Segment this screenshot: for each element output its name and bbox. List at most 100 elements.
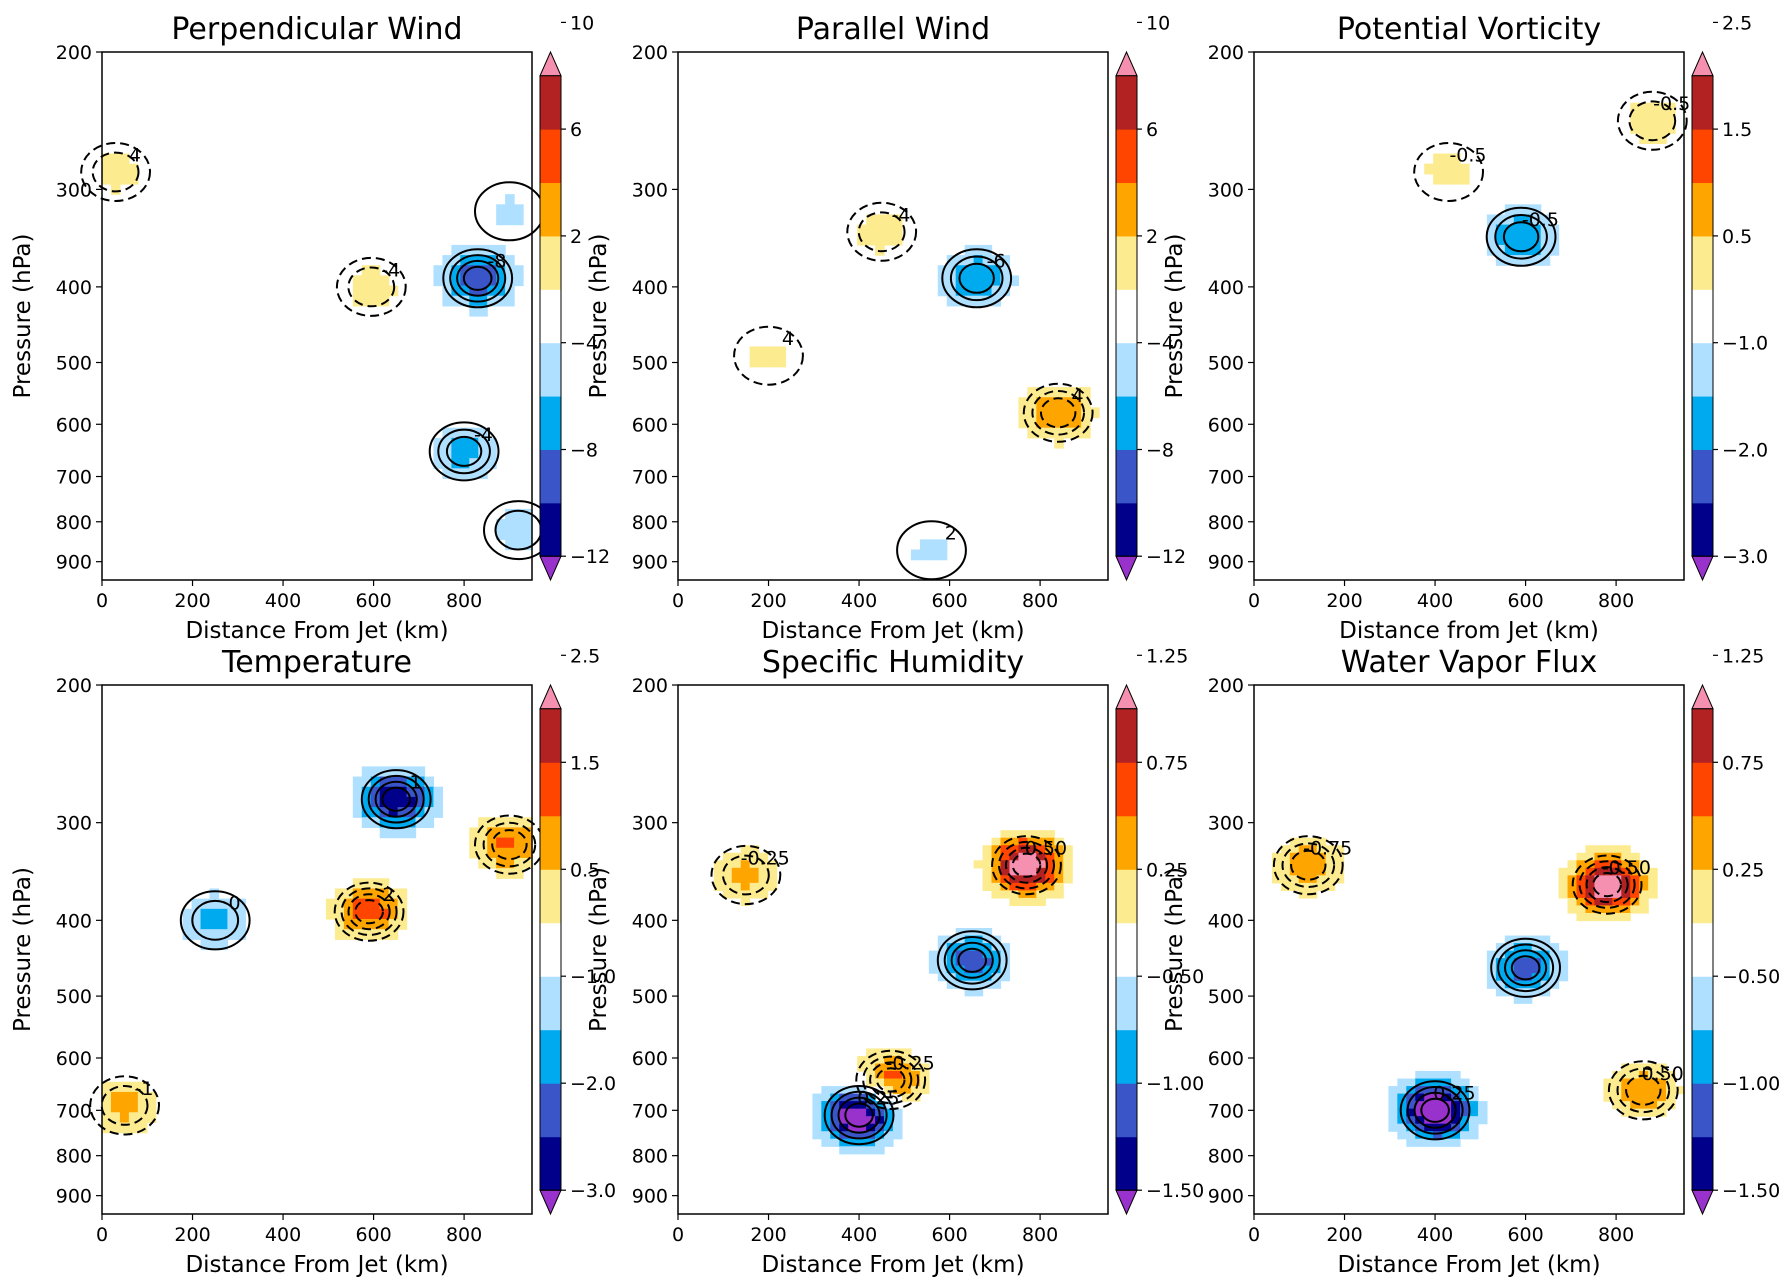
field-cell xyxy=(1612,897,1622,907)
field-cell xyxy=(1648,123,1658,134)
colorbar-segment xyxy=(1692,182,1713,237)
field-cell xyxy=(1289,845,1300,854)
colorbar-segment xyxy=(1692,1029,1713,1084)
field-cell xyxy=(1469,1108,1479,1117)
field-cell xyxy=(1621,912,1631,922)
field-cell xyxy=(1316,860,1327,869)
field-cell xyxy=(1549,943,1560,952)
field-cell xyxy=(236,908,246,920)
field-cell xyxy=(1406,1078,1416,1087)
field-cell xyxy=(523,817,533,829)
field-cell xyxy=(379,898,390,910)
field-cell xyxy=(1639,123,1649,134)
colorbar-segment xyxy=(1692,235,1713,290)
field-cell xyxy=(1045,860,1055,869)
contour-label: -0.25 xyxy=(741,847,790,869)
y-tick-label: 500 xyxy=(632,352,668,374)
field-cell xyxy=(982,285,993,297)
x-axis-label: Distance From Jet (km) xyxy=(185,1252,448,1278)
contour-lines: -0.5 -0.5 -0.5 xyxy=(1413,90,1690,267)
field-cell xyxy=(505,508,515,520)
field-cell xyxy=(1307,837,1318,846)
field-cell xyxy=(910,1063,921,1072)
contour-label: 4 xyxy=(129,145,141,167)
field-cell xyxy=(1045,407,1055,419)
field-cell xyxy=(191,918,202,930)
field-cell xyxy=(893,214,903,226)
field-cell xyxy=(722,852,733,861)
field-cell xyxy=(1621,1101,1631,1110)
x-tick-label: 0 xyxy=(96,590,108,612)
colorbar-segment xyxy=(1692,129,1713,184)
field-cell xyxy=(514,529,524,540)
field-cell xyxy=(1504,958,1515,967)
field-cell xyxy=(200,918,211,930)
field-cell xyxy=(1063,417,1073,429)
field-cell xyxy=(866,1048,876,1057)
field-cell xyxy=(937,285,948,297)
field-cell xyxy=(749,860,760,869)
field-cell xyxy=(236,898,246,910)
field-cell xyxy=(1522,204,1533,216)
field-cell xyxy=(884,1101,894,1110)
colorbar-tick-label: −0.50 xyxy=(1722,966,1780,988)
x-tick-label: 0 xyxy=(1248,590,1260,612)
field-cell xyxy=(1630,1071,1640,1080)
field-cell xyxy=(991,285,1002,297)
field-cell xyxy=(1018,845,1028,854)
field-cell xyxy=(1603,852,1613,861)
field-cell xyxy=(1621,867,1631,876)
field-cell xyxy=(830,1138,840,1147)
field-cell xyxy=(1298,845,1309,854)
field-cell xyxy=(514,275,524,287)
field-cell xyxy=(722,882,733,891)
field-cell xyxy=(973,255,984,266)
field-cell xyxy=(1594,860,1604,869)
field-cell xyxy=(361,766,372,778)
contour-line xyxy=(875,1067,906,1093)
colorbar-segment xyxy=(540,75,561,130)
field-cell xyxy=(1469,1101,1479,1110)
field-cell xyxy=(1451,153,1461,165)
contour-line xyxy=(491,829,528,861)
field-cell xyxy=(1054,427,1064,439)
contour-line xyxy=(1272,835,1344,896)
field-cell xyxy=(1594,845,1604,854)
field-cell xyxy=(1289,860,1300,869)
field-cell xyxy=(146,1102,157,1113)
colorbar-tick-label: −12 xyxy=(570,546,610,568)
field-cell xyxy=(442,275,452,287)
field-cell xyxy=(875,1071,885,1080)
field-cell xyxy=(919,1063,930,1072)
contour-label: 0.50 xyxy=(1641,1063,1683,1085)
y-tick-label: 900 xyxy=(1208,1186,1244,1208)
field-cell xyxy=(1513,214,1524,226)
colorbar-segment xyxy=(1692,762,1713,817)
field-cell xyxy=(1594,875,1604,884)
field-cell xyxy=(361,786,372,798)
field-cell xyxy=(1388,1093,1398,1102)
field-cell xyxy=(209,908,220,920)
field-cell xyxy=(478,847,488,859)
contour-line xyxy=(941,248,1013,309)
field-cell xyxy=(1522,224,1533,236)
axes-frame xyxy=(1253,684,1685,1215)
colorbar-segment xyxy=(540,815,561,870)
contour-line xyxy=(482,821,537,868)
field-cell xyxy=(767,882,778,891)
field-cell xyxy=(325,898,336,910)
field-cell xyxy=(505,827,515,839)
field-cell xyxy=(102,1122,112,1134)
colorbar: −12 −8 −4 2 6 10 xyxy=(1115,12,1186,582)
contour-line xyxy=(1420,1097,1450,1123)
field-cell xyxy=(1612,882,1622,891)
field-cell xyxy=(102,173,112,185)
contour-line xyxy=(1399,1080,1471,1141)
field-cell xyxy=(1397,1093,1407,1102)
field-cell xyxy=(523,508,533,520)
field-cell xyxy=(937,549,948,561)
field-cell xyxy=(1621,852,1631,861)
field-cell xyxy=(1648,112,1658,124)
field-cell xyxy=(1621,890,1631,899)
field-cell xyxy=(1486,214,1497,226)
